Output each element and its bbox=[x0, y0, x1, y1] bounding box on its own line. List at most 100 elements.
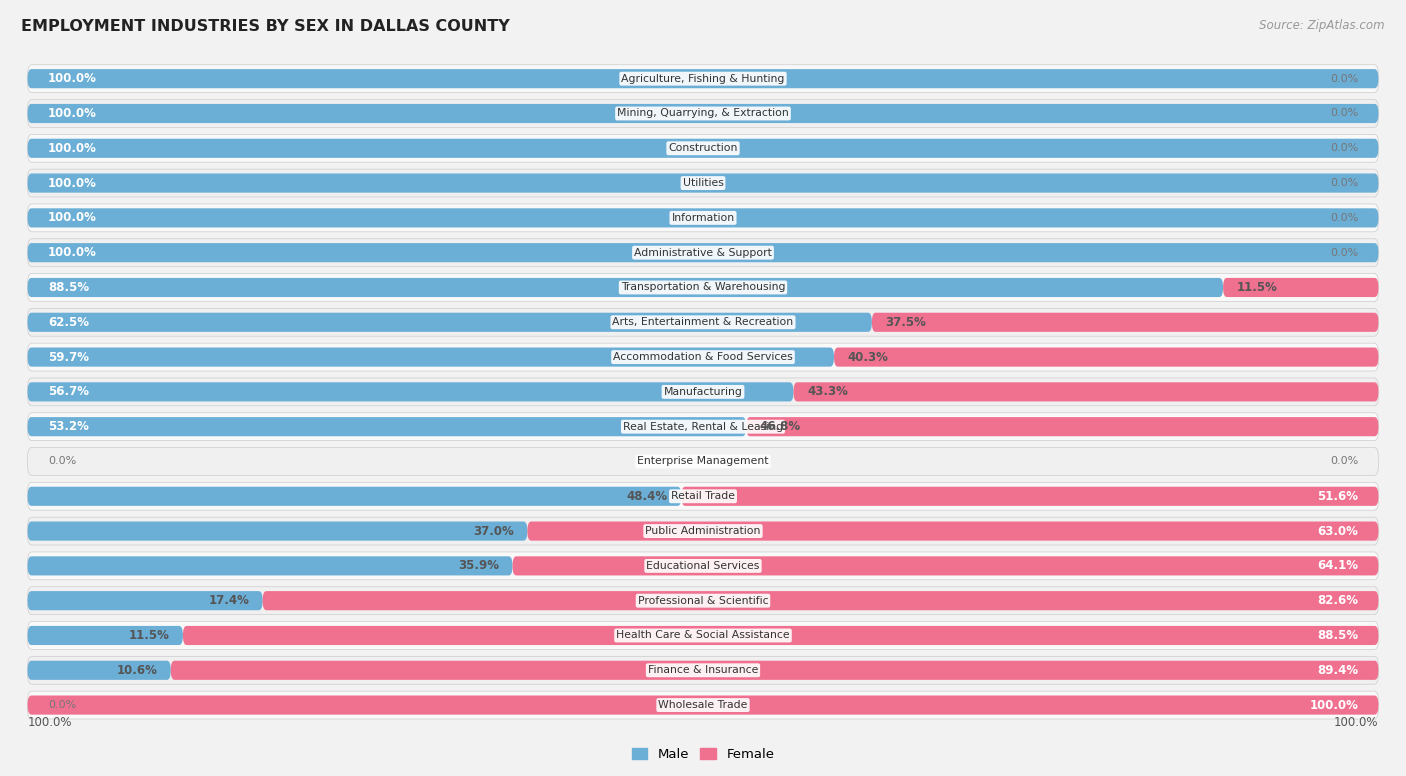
FancyBboxPatch shape bbox=[834, 348, 1378, 366]
Text: Mining, Quarrying, & Extraction: Mining, Quarrying, & Extraction bbox=[617, 109, 789, 119]
Text: 56.7%: 56.7% bbox=[48, 386, 89, 398]
FancyBboxPatch shape bbox=[28, 487, 682, 506]
FancyBboxPatch shape bbox=[28, 691, 1378, 719]
Text: Accommodation & Food Services: Accommodation & Food Services bbox=[613, 352, 793, 362]
Text: 11.5%: 11.5% bbox=[128, 629, 169, 642]
FancyBboxPatch shape bbox=[28, 591, 263, 610]
FancyBboxPatch shape bbox=[28, 134, 1378, 162]
Text: 0.0%: 0.0% bbox=[1330, 248, 1358, 258]
FancyBboxPatch shape bbox=[747, 417, 1378, 436]
Text: 37.0%: 37.0% bbox=[474, 525, 513, 538]
Text: 100.0%: 100.0% bbox=[48, 107, 97, 120]
Text: 82.6%: 82.6% bbox=[1317, 594, 1358, 607]
Text: Agriculture, Fishing & Hunting: Agriculture, Fishing & Hunting bbox=[621, 74, 785, 84]
Text: 11.5%: 11.5% bbox=[1237, 281, 1278, 294]
Text: 48.4%: 48.4% bbox=[627, 490, 668, 503]
Text: 59.7%: 59.7% bbox=[48, 351, 89, 364]
FancyBboxPatch shape bbox=[28, 169, 1378, 197]
FancyBboxPatch shape bbox=[28, 278, 1223, 297]
Text: 0.0%: 0.0% bbox=[1330, 456, 1358, 466]
Text: 0.0%: 0.0% bbox=[48, 700, 76, 710]
FancyBboxPatch shape bbox=[183, 626, 1378, 645]
FancyBboxPatch shape bbox=[28, 99, 1378, 127]
Text: Real Estate, Rental & Leasing: Real Estate, Rental & Leasing bbox=[623, 421, 783, 431]
Text: 100.0%: 100.0% bbox=[48, 211, 97, 224]
Text: 0.0%: 0.0% bbox=[1330, 213, 1358, 223]
Text: 100.0%: 100.0% bbox=[1309, 698, 1358, 712]
FancyBboxPatch shape bbox=[28, 695, 1378, 715]
FancyBboxPatch shape bbox=[682, 487, 1378, 506]
Text: Wholesale Trade: Wholesale Trade bbox=[658, 700, 748, 710]
Text: 100.0%: 100.0% bbox=[48, 72, 97, 85]
FancyBboxPatch shape bbox=[793, 383, 1378, 401]
FancyBboxPatch shape bbox=[28, 313, 872, 332]
Text: Finance & Insurance: Finance & Insurance bbox=[648, 665, 758, 675]
Text: Enterprise Management: Enterprise Management bbox=[637, 456, 769, 466]
FancyBboxPatch shape bbox=[28, 204, 1378, 232]
FancyBboxPatch shape bbox=[28, 660, 170, 680]
FancyBboxPatch shape bbox=[28, 587, 1378, 615]
Text: 17.4%: 17.4% bbox=[208, 594, 249, 607]
FancyBboxPatch shape bbox=[28, 239, 1378, 267]
Text: Retail Trade: Retail Trade bbox=[671, 491, 735, 501]
Text: 89.4%: 89.4% bbox=[1317, 663, 1358, 677]
Text: 62.5%: 62.5% bbox=[48, 316, 89, 329]
FancyBboxPatch shape bbox=[28, 274, 1378, 301]
Text: 100.0%: 100.0% bbox=[48, 177, 97, 189]
Text: 64.1%: 64.1% bbox=[1317, 559, 1358, 573]
Text: 53.2%: 53.2% bbox=[48, 420, 89, 433]
Text: 37.5%: 37.5% bbox=[886, 316, 927, 329]
Text: 100.0%: 100.0% bbox=[1334, 716, 1378, 729]
Text: 0.0%: 0.0% bbox=[1330, 74, 1358, 84]
FancyBboxPatch shape bbox=[527, 521, 1378, 541]
Text: 88.5%: 88.5% bbox=[48, 281, 89, 294]
Text: Utilities: Utilities bbox=[682, 178, 724, 188]
FancyBboxPatch shape bbox=[28, 208, 1378, 227]
Text: 0.0%: 0.0% bbox=[1330, 109, 1358, 119]
Text: Construction: Construction bbox=[668, 144, 738, 154]
Text: 100.0%: 100.0% bbox=[48, 246, 97, 259]
FancyBboxPatch shape bbox=[263, 591, 1378, 610]
FancyBboxPatch shape bbox=[28, 556, 513, 576]
FancyBboxPatch shape bbox=[28, 622, 1378, 650]
FancyBboxPatch shape bbox=[28, 243, 1378, 262]
Text: 51.6%: 51.6% bbox=[1317, 490, 1358, 503]
Text: Information: Information bbox=[672, 213, 734, 223]
FancyBboxPatch shape bbox=[28, 656, 1378, 684]
FancyBboxPatch shape bbox=[170, 660, 1378, 680]
FancyBboxPatch shape bbox=[28, 348, 834, 366]
FancyBboxPatch shape bbox=[28, 517, 1378, 545]
Legend: Male, Female: Male, Female bbox=[626, 743, 780, 767]
Text: Source: ZipAtlas.com: Source: ZipAtlas.com bbox=[1260, 19, 1385, 33]
FancyBboxPatch shape bbox=[28, 413, 1378, 441]
Text: 10.6%: 10.6% bbox=[117, 663, 157, 677]
Text: 88.5%: 88.5% bbox=[1317, 629, 1358, 642]
FancyBboxPatch shape bbox=[28, 483, 1378, 510]
Text: 100.0%: 100.0% bbox=[48, 142, 97, 154]
Text: 0.0%: 0.0% bbox=[1330, 178, 1358, 188]
FancyBboxPatch shape bbox=[513, 556, 1378, 576]
Text: Educational Services: Educational Services bbox=[647, 561, 759, 571]
Text: Administrative & Support: Administrative & Support bbox=[634, 248, 772, 258]
Text: 35.9%: 35.9% bbox=[458, 559, 499, 573]
Text: Manufacturing: Manufacturing bbox=[664, 387, 742, 397]
Text: Professional & Scientific: Professional & Scientific bbox=[638, 596, 768, 606]
Text: 46.8%: 46.8% bbox=[759, 420, 801, 433]
FancyBboxPatch shape bbox=[28, 139, 1378, 158]
Text: Arts, Entertainment & Recreation: Arts, Entertainment & Recreation bbox=[613, 317, 793, 327]
FancyBboxPatch shape bbox=[28, 69, 1378, 88]
FancyBboxPatch shape bbox=[28, 417, 747, 436]
Text: 0.0%: 0.0% bbox=[1330, 144, 1358, 154]
Text: Public Administration: Public Administration bbox=[645, 526, 761, 536]
FancyBboxPatch shape bbox=[28, 378, 1378, 406]
Text: 0.0%: 0.0% bbox=[48, 456, 76, 466]
FancyBboxPatch shape bbox=[28, 448, 1378, 476]
FancyBboxPatch shape bbox=[28, 383, 793, 401]
FancyBboxPatch shape bbox=[28, 521, 527, 541]
Text: 100.0%: 100.0% bbox=[28, 716, 72, 729]
Text: Transportation & Warehousing: Transportation & Warehousing bbox=[621, 282, 785, 293]
Text: Health Care & Social Assistance: Health Care & Social Assistance bbox=[616, 630, 790, 640]
Text: EMPLOYMENT INDUSTRIES BY SEX IN DALLAS COUNTY: EMPLOYMENT INDUSTRIES BY SEX IN DALLAS C… bbox=[21, 19, 510, 34]
Text: 40.3%: 40.3% bbox=[848, 351, 889, 364]
FancyBboxPatch shape bbox=[28, 552, 1378, 580]
